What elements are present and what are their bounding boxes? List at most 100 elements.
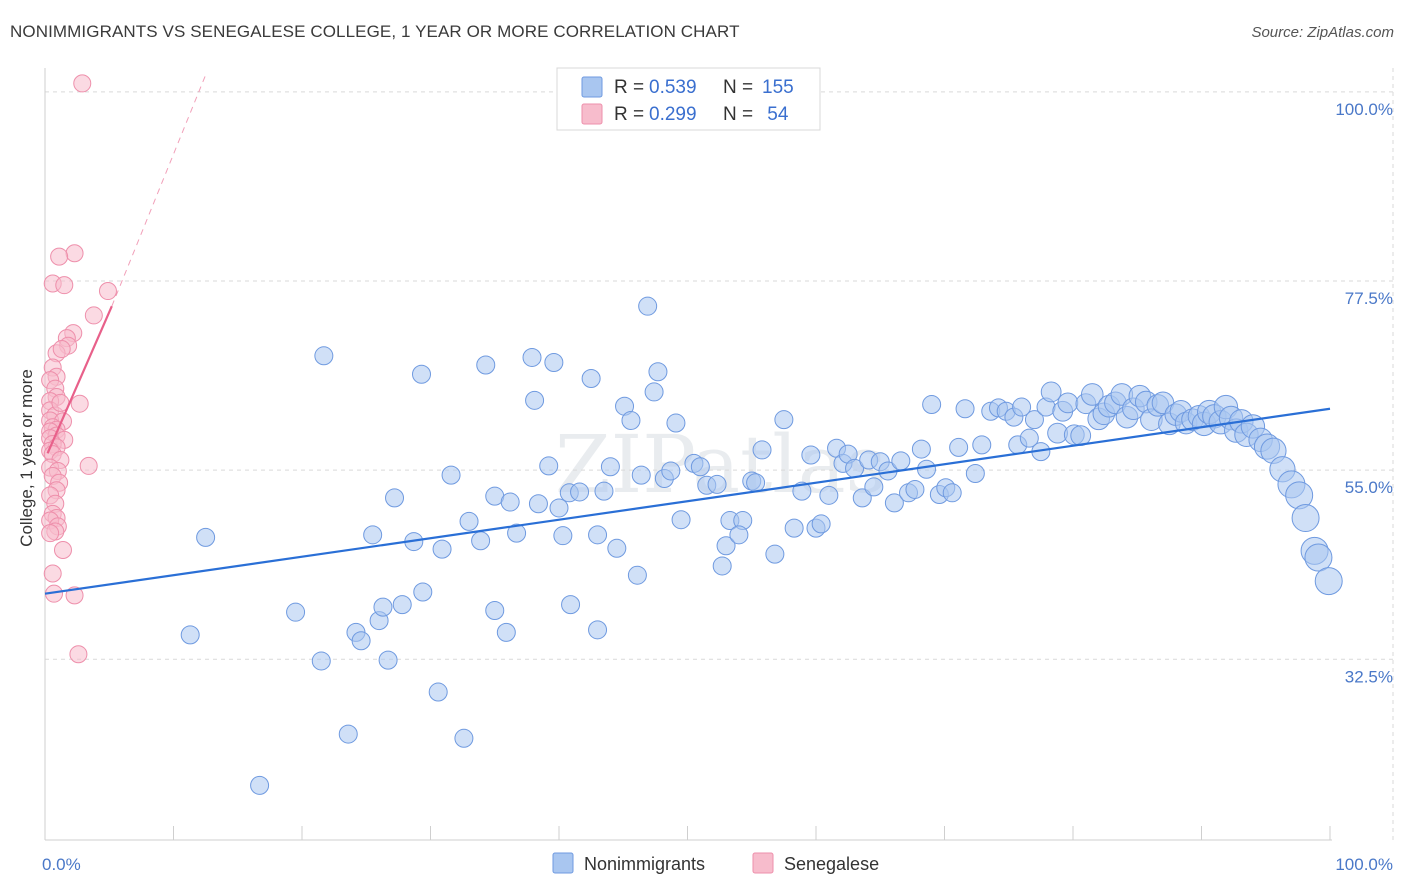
data-point-nonimmigrants bbox=[690, 457, 710, 477]
bottom-legend-label-senegalese: Senegalese bbox=[784, 854, 879, 874]
data-point-nonimmigrants bbox=[972, 435, 992, 455]
data-point-nonimmigrants bbox=[594, 481, 614, 501]
data-point-nonimmigrants bbox=[1019, 428, 1039, 448]
data-point-nonimmigrants bbox=[621, 411, 641, 431]
trend-lines bbox=[44, 74, 1331, 595]
data-point-nonimmigrants bbox=[905, 479, 925, 499]
trend-line-senegalese-extension bbox=[111, 74, 207, 307]
data-point-nonimmigrants bbox=[911, 439, 931, 459]
y-tick-label: 100.0% bbox=[1335, 100, 1393, 119]
data-point-senegalese bbox=[84, 306, 103, 325]
data-point-nonimmigrants bbox=[459, 511, 479, 531]
data-point-senegalese bbox=[73, 74, 92, 93]
data-point-nonimmigrants bbox=[1040, 381, 1062, 403]
legend-r-value-blue: 0.539 bbox=[649, 77, 697, 98]
data-point-nonimmigrants bbox=[752, 440, 772, 460]
data-point-nonimmigrants bbox=[180, 625, 200, 645]
data-point-senegalese bbox=[55, 276, 74, 295]
data-point-nonimmigrants bbox=[1024, 410, 1044, 430]
data-point-nonimmigrants bbox=[746, 473, 766, 493]
source-credit: Source: ZipAtlas.com bbox=[1251, 24, 1394, 41]
data-point-nonimmigrants bbox=[707, 474, 727, 494]
legend-n-value-pink: 54 bbox=[762, 104, 789, 125]
data-point-nonimmigrants bbox=[661, 461, 681, 481]
data-point-nonimmigrants bbox=[507, 523, 527, 543]
data-point-nonimmigrants bbox=[570, 482, 590, 502]
data-point-nonimmigrants bbox=[338, 724, 358, 744]
legend-n-label-pink: N = bbox=[723, 104, 753, 125]
x-tick-label: 0.0% bbox=[42, 855, 81, 874]
data-point-nonimmigrants bbox=[476, 355, 496, 375]
data-point-nonimmigrants bbox=[949, 437, 969, 457]
data-point-nonimmigrants bbox=[250, 775, 270, 795]
data-point-nonimmigrants bbox=[496, 622, 516, 642]
data-point-senegalese bbox=[43, 564, 62, 583]
data-point-nonimmigrants bbox=[627, 565, 647, 585]
chart-title: NONIMMIGRANTS VS SENEGALESE COLLEGE, 1 Y… bbox=[10, 22, 740, 41]
bottom-legend: Nonimmigrants Senegalese bbox=[552, 852, 879, 874]
data-point-senegalese bbox=[70, 394, 89, 413]
data-point-nonimmigrants bbox=[471, 531, 491, 551]
data-point-nonimmigrants bbox=[1304, 543, 1333, 572]
series-nonimmigrants bbox=[180, 296, 1343, 795]
data-point-senegalese bbox=[69, 645, 88, 664]
legend: R = 0.539 N = 155 R = 0.299 N = 54 bbox=[556, 67, 821, 131]
data-point-nonimmigrants bbox=[413, 582, 433, 602]
data-point-senegalese bbox=[41, 524, 60, 543]
trend-line-nonimmigrants bbox=[44, 407, 1331, 595]
data-point-nonimmigrants bbox=[965, 463, 985, 483]
x-tick-labels: 0.0% 100.0% bbox=[42, 855, 1393, 874]
data-point-nonimmigrants bbox=[801, 445, 821, 465]
legend-r-value-pink: 0.299 bbox=[649, 104, 697, 125]
data-point-nonimmigrants bbox=[588, 620, 608, 640]
data-point-nonimmigrants bbox=[314, 346, 334, 366]
data-point-nonimmigrants bbox=[454, 728, 474, 748]
legend-n-label-blue: N = bbox=[723, 77, 753, 98]
legend-swatch-blue bbox=[581, 76, 603, 98]
y-tick-label: 77.5% bbox=[1345, 289, 1393, 308]
data-point-nonimmigrants bbox=[955, 399, 975, 419]
data-point-nonimmigrants bbox=[581, 368, 601, 388]
data-point-nonimmigrants bbox=[522, 347, 542, 367]
data-point-nonimmigrants bbox=[588, 525, 608, 545]
data-point-senegalese bbox=[79, 456, 98, 475]
data-point-nonimmigrants bbox=[638, 296, 658, 316]
data-point-nonimmigrants bbox=[607, 538, 627, 558]
y-tick-labels: 32.5% 55.0% 77.5% 100.0% bbox=[1335, 100, 1393, 686]
y-tick-label: 55.0% bbox=[1345, 478, 1393, 497]
data-point-nonimmigrants bbox=[811, 514, 831, 534]
data-point-nonimmigrants bbox=[549, 498, 569, 518]
data-point-nonimmigrants bbox=[412, 364, 432, 384]
data-point-nonimmigrants bbox=[553, 526, 573, 546]
data-point-nonimmigrants bbox=[196, 527, 216, 547]
data-point-nonimmigrants bbox=[671, 510, 691, 530]
data-point-nonimmigrants bbox=[852, 488, 872, 508]
data-point-nonimmigrants bbox=[631, 465, 651, 485]
data-point-nonimmigrants bbox=[286, 602, 306, 622]
data-point-nonimmigrants bbox=[500, 492, 520, 512]
y-axis-label: College, 1 year or more bbox=[17, 369, 36, 547]
data-point-senegalese bbox=[98, 282, 117, 301]
data-point-nonimmigrants bbox=[385, 488, 405, 508]
data-point-nonimmigrants bbox=[666, 413, 686, 433]
data-point-senegalese bbox=[65, 244, 84, 263]
data-point-nonimmigrants bbox=[600, 457, 620, 477]
data-point-nonimmigrants bbox=[884, 493, 904, 513]
data-point-nonimmigrants bbox=[942, 483, 962, 503]
data-point-nonimmigrants bbox=[392, 595, 412, 615]
data-point-nonimmigrants bbox=[351, 631, 371, 651]
data-point-nonimmigrants bbox=[729, 525, 749, 545]
data-point-nonimmigrants bbox=[561, 595, 581, 615]
legend-r-label-pink: R = bbox=[614, 104, 644, 125]
data-point-nonimmigrants bbox=[544, 353, 564, 373]
data-point-nonimmigrants bbox=[648, 362, 668, 382]
data-point-nonimmigrants bbox=[428, 682, 448, 702]
trend-line-senegalese bbox=[46, 305, 113, 454]
legend-n-value-blue: 155 bbox=[762, 77, 794, 98]
data-point-nonimmigrants bbox=[525, 390, 545, 410]
data-point-senegalese bbox=[50, 247, 69, 266]
data-point-nonimmigrants bbox=[1057, 392, 1079, 414]
data-point-nonimmigrants bbox=[774, 410, 794, 430]
data-point-nonimmigrants bbox=[644, 382, 664, 402]
